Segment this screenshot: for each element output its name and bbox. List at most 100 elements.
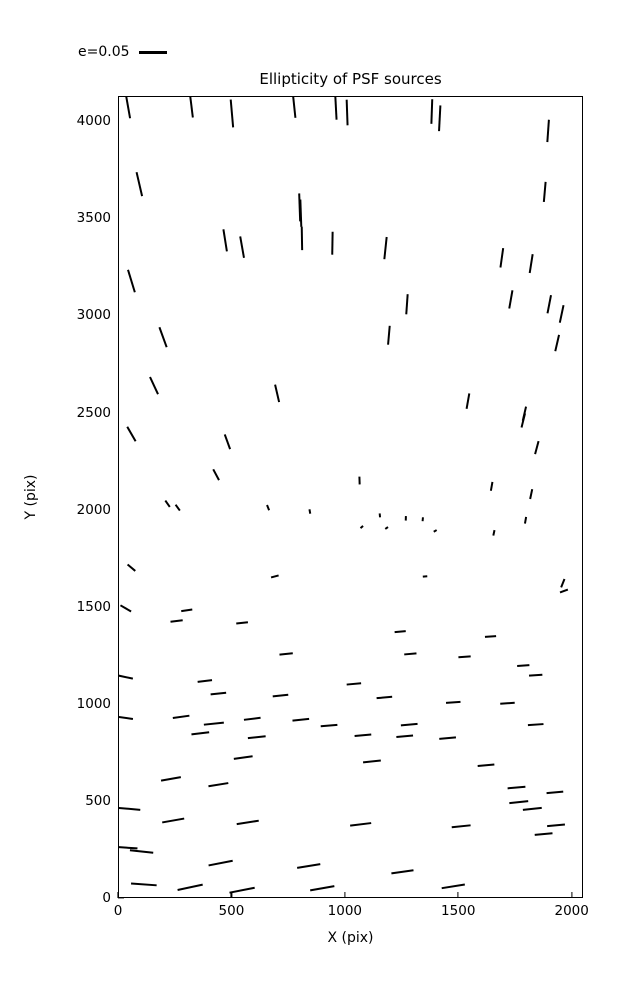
whisker bbox=[236, 621, 249, 625]
whisker bbox=[208, 782, 229, 788]
x-tick-labels: 0 500 1000 1500 2000 bbox=[114, 903, 589, 927]
whisker bbox=[223, 434, 232, 450]
whisker bbox=[558, 305, 565, 323]
whisker bbox=[296, 863, 321, 869]
whisker bbox=[522, 806, 542, 811]
x-axis-label: X (pix) bbox=[327, 930, 374, 946]
whisker bbox=[127, 269, 136, 293]
whisker bbox=[534, 440, 540, 455]
y-tick-labels: 0 500 1000 1500 2000 2500 3000 3500 4000 bbox=[0, 96, 118, 906]
whisker bbox=[158, 326, 168, 348]
whisker bbox=[441, 883, 465, 890]
whisker bbox=[135, 171, 144, 197]
whisker bbox=[528, 254, 534, 274]
whisker bbox=[547, 823, 566, 828]
whisker bbox=[160, 776, 182, 782]
whisker bbox=[465, 393, 471, 409]
whisker bbox=[517, 664, 530, 667]
whisker bbox=[174, 504, 181, 512]
whisker bbox=[239, 236, 245, 259]
whisker bbox=[529, 488, 534, 500]
whisker bbox=[520, 413, 527, 428]
whisker bbox=[172, 714, 190, 720]
whisker bbox=[334, 97, 338, 120]
whisker bbox=[247, 735, 266, 740]
whisker bbox=[509, 800, 529, 805]
whisker bbox=[189, 97, 194, 118]
x-tick-mark bbox=[344, 892, 346, 898]
y-tick-label: 1500 bbox=[76, 598, 111, 615]
whisker bbox=[492, 529, 496, 536]
whisker bbox=[477, 763, 495, 768]
whisker bbox=[384, 526, 389, 530]
whisker bbox=[320, 723, 338, 728]
y-tick-mark bbox=[118, 897, 124, 899]
whisker bbox=[229, 886, 255, 894]
whisker bbox=[310, 885, 335, 892]
whisker bbox=[499, 247, 505, 268]
whisker-series bbox=[119, 97, 569, 894]
whisker bbox=[119, 716, 134, 720]
whisker bbox=[274, 384, 281, 403]
whisker bbox=[125, 97, 132, 119]
x-tick-mark bbox=[230, 892, 232, 898]
whisker bbox=[405, 294, 409, 315]
whisker bbox=[394, 630, 406, 634]
whisker bbox=[438, 105, 442, 132]
y-tick-label: 500 bbox=[85, 792, 111, 809]
whisker bbox=[489, 481, 494, 491]
whisker bbox=[354, 733, 372, 737]
whisker bbox=[484, 635, 497, 638]
whisker bbox=[458, 655, 471, 659]
whisker bbox=[119, 674, 134, 680]
whisker bbox=[212, 468, 220, 481]
y-tick-label: 4000 bbox=[76, 113, 111, 130]
whisker bbox=[451, 824, 471, 829]
whisker bbox=[292, 97, 297, 118]
whisker bbox=[222, 229, 228, 252]
whisker bbox=[126, 426, 137, 442]
x-tick-label: 2000 bbox=[554, 903, 589, 919]
whisker bbox=[404, 652, 417, 656]
y-tick-label: 0 bbox=[102, 890, 111, 906]
whisker bbox=[359, 525, 364, 529]
y-tick-label: 2000 bbox=[76, 501, 111, 518]
whisker bbox=[243, 716, 261, 721]
whisker bbox=[508, 290, 514, 309]
x-tick-mark bbox=[571, 892, 573, 898]
whisker bbox=[430, 99, 434, 124]
y-tick-label: 2500 bbox=[76, 404, 111, 421]
whisker bbox=[292, 717, 310, 722]
whisker bbox=[229, 99, 235, 128]
whisker bbox=[149, 376, 159, 395]
page-title: Ellipticity of PSF sources bbox=[259, 70, 442, 88]
y-tick-label: 3000 bbox=[76, 307, 111, 324]
whisker bbox=[559, 588, 569, 594]
whisker bbox=[177, 883, 203, 891]
whisker bbox=[527, 723, 544, 727]
whisker bbox=[119, 806, 141, 811]
whisker bbox=[383, 236, 388, 260]
whisker bbox=[507, 785, 526, 790]
whisker bbox=[233, 755, 253, 760]
whisker bbox=[346, 682, 362, 686]
whisker bbox=[391, 869, 414, 875]
whisker bbox=[387, 325, 391, 345]
whisker bbox=[345, 99, 349, 126]
whisker bbox=[126, 563, 136, 572]
whisker bbox=[279, 652, 293, 656]
whisker bbox=[203, 721, 224, 726]
legend-label: e=0.05 bbox=[78, 44, 130, 60]
whisker bbox=[266, 504, 271, 511]
x-tick-label: 1000 bbox=[327, 903, 363, 919]
whisker bbox=[162, 817, 185, 824]
plot-area bbox=[118, 96, 583, 898]
x-tick-label: 500 bbox=[218, 903, 245, 919]
whisker bbox=[528, 673, 543, 677]
whisker bbox=[181, 608, 193, 613]
whisker bbox=[191, 731, 210, 736]
whisker bbox=[308, 509, 312, 514]
whisker bbox=[546, 119, 550, 143]
whisker bbox=[270, 574, 279, 579]
